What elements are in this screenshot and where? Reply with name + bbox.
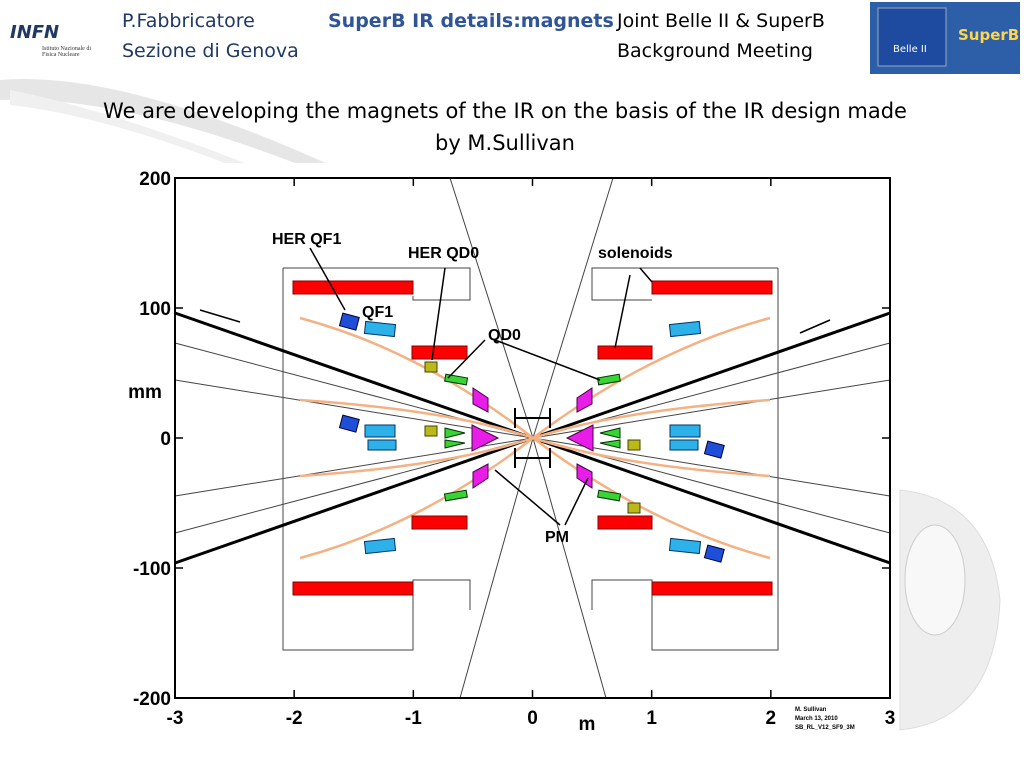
annotation: solenoids: [598, 245, 673, 262]
annotation: QF1: [362, 304, 393, 321]
logo-left-sub: Istituto Nazionale di Fisica Nucleare: [42, 46, 91, 58]
x-tick-label: -1: [405, 708, 422, 729]
y-axis-label: mm: [128, 382, 162, 403]
x-tick-label: 2: [766, 708, 777, 729]
credit: M. Sullivan: [795, 707, 827, 713]
credit: March 13, 2010: [795, 716, 838, 722]
affiliation: Sezione di Genova: [122, 40, 299, 62]
meeting-line1: Joint Belle II & SuperB: [617, 10, 825, 32]
x-tick-label: 0: [527, 708, 538, 729]
slide-title: SuperB IR details:magnets: [328, 10, 614, 32]
logo-superb: SuperB: [958, 26, 1020, 44]
x-tick-label: -2: [286, 708, 303, 729]
y-tick-label: 100: [139, 299, 171, 320]
subtitle: We are developing the magnets of the IR …: [103, 99, 907, 155]
x-axis-label: m: [579, 714, 596, 735]
annotation: QD0: [488, 327, 521, 344]
y-tick-label: 200: [139, 169, 171, 190]
y-tick-label: 0: [160, 429, 171, 450]
x-tick-label: 1: [646, 708, 657, 729]
x-tick-label: 3: [885, 708, 896, 729]
annotation: HER QF1: [272, 231, 341, 248]
y-tick-label: -100: [133, 559, 171, 580]
logo-belle: Belle II: [893, 44, 927, 55]
annotation: PM: [545, 529, 569, 546]
author: P.Fabbricatore: [122, 10, 255, 32]
x-tick-label: -3: [167, 708, 184, 729]
logo-left: INFN: [10, 22, 60, 43]
annotation: HER QD0: [408, 245, 479, 262]
meeting-line2: Background Meeting: [617, 40, 813, 62]
y-tick-label: -200: [133, 689, 171, 710]
credit: SB_RL_V12_SF9_3M: [795, 725, 855, 731]
